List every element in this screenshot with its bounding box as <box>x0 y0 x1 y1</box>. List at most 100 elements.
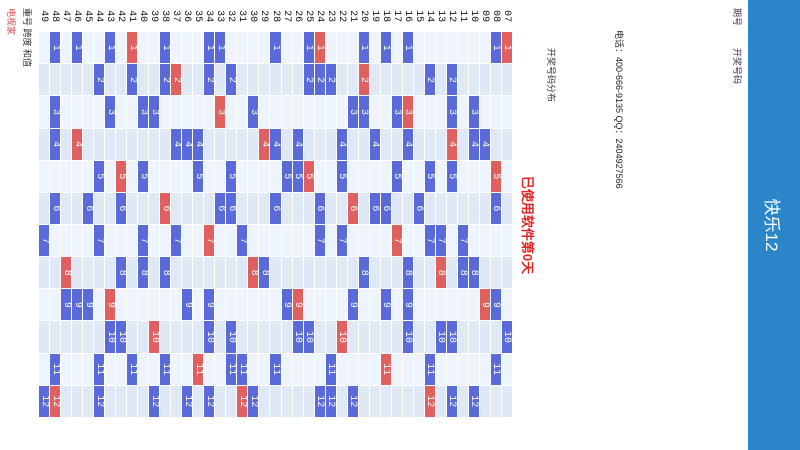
grid-cell <box>281 353 292 385</box>
grid-cell <box>116 128 127 160</box>
grid-cell: 1 <box>215 32 226 64</box>
grid-cell <box>501 160 512 192</box>
grid-cell: 9 <box>490 289 501 321</box>
grid-cell <box>457 321 468 353</box>
grid-cell <box>369 64 380 96</box>
grid-cell: 9 <box>281 289 292 321</box>
grid-cell: 10 <box>402 321 413 353</box>
grid-cell <box>193 96 204 128</box>
grid-cell <box>226 96 237 128</box>
grid-cell <box>501 289 512 321</box>
grid-cell <box>160 385 171 417</box>
grid-cell <box>83 385 94 417</box>
grid-cell <box>281 64 292 96</box>
grid-cell <box>468 32 479 64</box>
grid-cell <box>237 64 248 96</box>
grid-cell <box>204 257 215 289</box>
grid-cell <box>413 64 424 96</box>
grid-cell <box>413 160 424 192</box>
draw-header: 开奖号码 <box>732 48 742 85</box>
phone-info: 电话：400-666-9135 QQ：2404927566 <box>614 30 624 189</box>
grid-cell <box>204 353 215 385</box>
grid-cell <box>479 96 490 128</box>
grid-cell <box>61 353 72 385</box>
issue-label: 19 <box>368 10 380 23</box>
grid-cell: 3 <box>468 96 479 128</box>
grid-cell <box>105 225 116 257</box>
grid-cell: 12 <box>468 385 479 417</box>
grid-cell <box>303 128 314 160</box>
grid-cell: 3 <box>215 96 226 128</box>
grid-cell: 2 <box>127 64 138 96</box>
grid-cell: 6 <box>83 192 94 224</box>
grid-cell: 2 <box>446 64 457 96</box>
issue-label: 14 <box>423 10 435 23</box>
grid-cell <box>61 32 72 64</box>
issue-label: 36 <box>181 10 193 23</box>
grid-cell <box>171 321 182 353</box>
grid-cell <box>347 64 358 96</box>
grid-cell: 11 <box>226 353 237 385</box>
grid-cell <box>347 353 358 385</box>
grid-cell: 1 <box>160 32 171 64</box>
grid-cell: 12 <box>325 385 336 417</box>
grid-cell: 5 <box>138 160 149 192</box>
grid-cell: 1 <box>127 32 138 64</box>
grid-cell: 1 <box>105 32 116 64</box>
grid-cell <box>369 160 380 192</box>
grid-cell: 12 <box>39 385 50 417</box>
grid-cell <box>303 96 314 128</box>
grid-cell <box>325 321 336 353</box>
issue-label: 16 <box>401 10 413 23</box>
grid-cell <box>446 289 457 321</box>
grid-cell <box>336 385 347 417</box>
grid-cell: 7 <box>171 225 182 257</box>
grid-cell <box>347 321 358 353</box>
issue-label: 31 <box>236 10 248 23</box>
dist-header: 开奖号码分布 <box>546 48 556 103</box>
grid-cell <box>402 225 413 257</box>
grid-cell <box>303 353 314 385</box>
grid-cell <box>468 353 479 385</box>
grid-cell <box>226 225 237 257</box>
grid-cell <box>105 385 116 417</box>
grid-cell: 4 <box>446 128 457 160</box>
issue-label: 49 <box>38 10 50 23</box>
grid-cell <box>171 289 182 321</box>
grid-cell <box>479 32 490 64</box>
grid-cell <box>204 128 215 160</box>
grid-cell: 11 <box>160 353 171 385</box>
issue-label: 08 <box>489 10 501 23</box>
grid-cell <box>116 289 127 321</box>
grid-cell <box>72 225 83 257</box>
grid-cell <box>237 160 248 192</box>
grid-cell: 10 <box>336 321 347 353</box>
grid-cell: 7 <box>39 225 50 257</box>
grid-cell <box>138 192 149 224</box>
grid-cell <box>369 353 380 385</box>
grid-cell: 12 <box>248 385 259 417</box>
grid-cell <box>292 385 303 417</box>
grid-cell <box>336 96 347 128</box>
issue-label: 38 <box>159 10 171 23</box>
grid-cell: 10 <box>105 321 116 353</box>
grid-cell <box>380 64 391 96</box>
grid-cell <box>39 96 50 128</box>
issue-label: 45 <box>82 10 94 23</box>
grid-cell <box>325 128 336 160</box>
grid-cell <box>215 385 226 417</box>
grid-cell <box>292 64 303 96</box>
grid-cell: 8 <box>248 257 259 289</box>
grid-cell <box>39 321 50 353</box>
grid-cell <box>94 32 105 64</box>
grid-cell <box>270 225 281 257</box>
issue-label: 26 <box>291 10 303 23</box>
grid-cell <box>446 192 457 224</box>
grid-cell <box>215 289 226 321</box>
grid-cell: 11 <box>237 353 248 385</box>
grid-cell: 3 <box>446 96 457 128</box>
grid-cell <box>424 257 435 289</box>
grid-cell <box>226 32 237 64</box>
grid-cell <box>61 192 72 224</box>
grid-cell: 7 <box>457 225 468 257</box>
